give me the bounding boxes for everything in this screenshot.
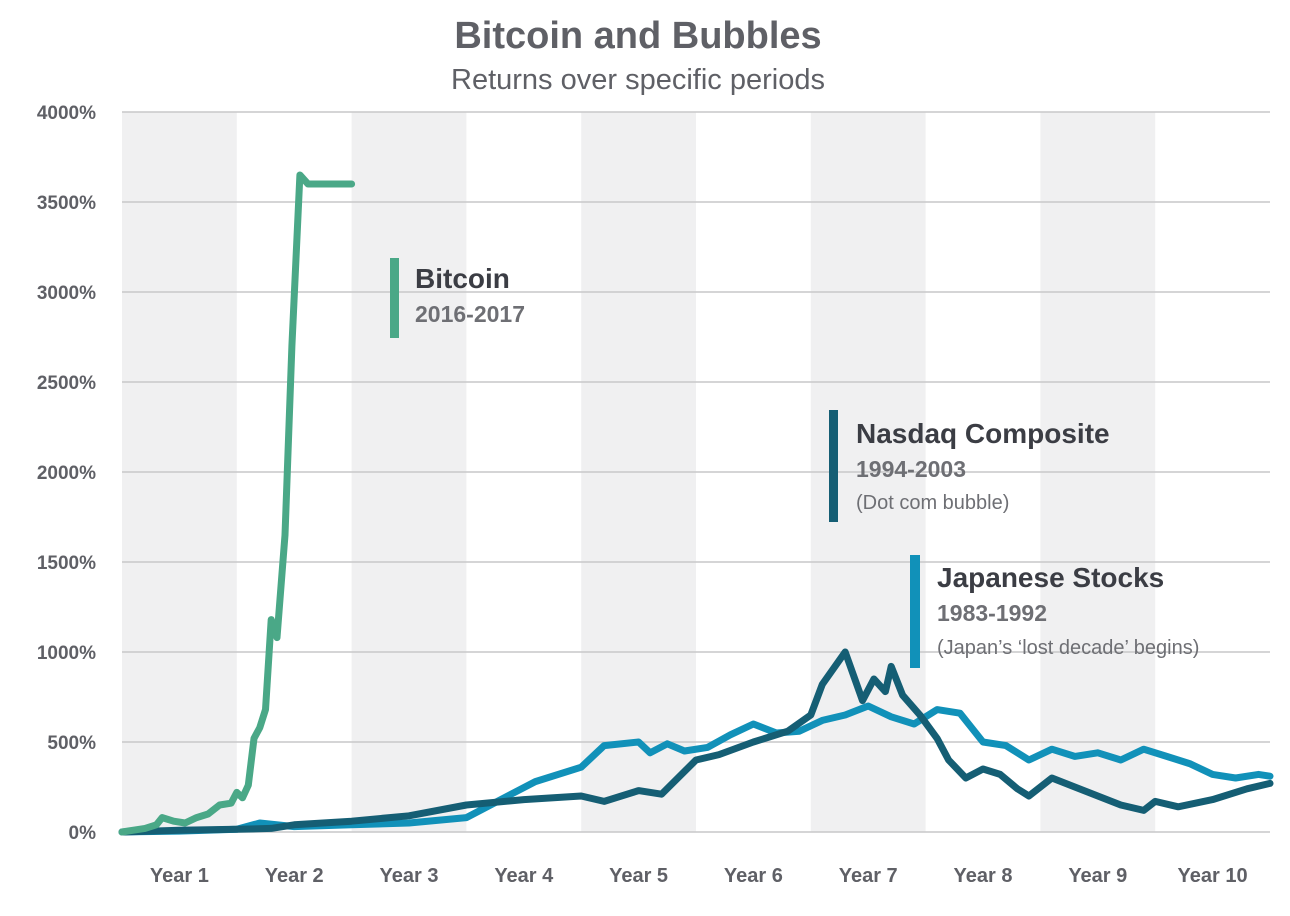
annotation-nasdaq: Nasdaq Composite 1994-2003 (Dot com bubb… (829, 410, 1110, 522)
annotation-japan-period: 1983-1992 (937, 600, 1047, 626)
y-tick-label: 3000% (37, 283, 96, 304)
y-tick-label: 2500% (37, 373, 96, 394)
y-tick-label: 0% (69, 823, 97, 844)
annotation-bitcoin: Bitcoin 2016-2017 (390, 258, 525, 338)
chart-subtitle: Returns over specific periods (451, 64, 825, 96)
annotation-nasdaq-bar (829, 410, 838, 522)
x-tick-label: Year 1 (150, 865, 209, 887)
gridlines (122, 111, 1270, 833)
x-tick-label: Year 8 (954, 865, 1013, 887)
x-tick-label: Year 3 (380, 865, 439, 887)
x-tick-label: Year 10 (1178, 865, 1248, 887)
y-tick-label: 1000% (37, 643, 96, 664)
annotation-bitcoin-period: 2016-2017 (415, 301, 525, 327)
x-tick-label: Year 6 (724, 865, 783, 887)
x-tick-label: Year 9 (1068, 865, 1127, 887)
x-tick-label: Year 7 (839, 865, 898, 887)
y-tick-label: 1500% (37, 553, 96, 574)
series-line-japanese-stocks (118, 702, 1274, 836)
chart-title: Bitcoin and Bubbles (454, 15, 821, 57)
annotation-nasdaq-name: Nasdaq Composite (856, 418, 1110, 449)
annotation-japan-name: Japanese Stocks (937, 562, 1164, 593)
annotation-japan-note: (Japan’s ‘lost decade’ begins) (937, 637, 1199, 659)
y-tick-label: 500% (47, 733, 96, 754)
x-tick-label: Year 2 (265, 865, 324, 887)
annotation-japan: Japanese Stocks 1983-1992 (Japan’s ‘lost… (910, 555, 1199, 668)
series-line-bitcoin (118, 171, 356, 836)
x-tick-label: Year 4 (494, 865, 554, 887)
y-tick-label: 4000% (37, 103, 96, 124)
annotation-bitcoin-bar (390, 258, 399, 338)
y-tick-label: 2000% (37, 463, 96, 484)
y-axis-ticks: 0% 500% 1000% 1500% 2000% 2500% 3000% 3500% 4000… (37, 103, 96, 844)
x-axis-ticks: Year 1 Year 2 Year 3 Year 4 Year 5 Year 6 Year… (150, 865, 1248, 887)
y-tick-label: 3500% (37, 193, 96, 214)
annotation-nasdaq-period: 1994-2003 (856, 456, 966, 482)
annotation-bitcoin-name: Bitcoin (415, 263, 510, 294)
x-tick-label: Year 5 (609, 865, 668, 887)
annotation-japan-bar (910, 555, 920, 668)
series-lines (118, 171, 1274, 836)
annotation-nasdaq-note: (Dot com bubble) (856, 492, 1009, 514)
series-line-nasdaq-composite (118, 648, 1274, 836)
